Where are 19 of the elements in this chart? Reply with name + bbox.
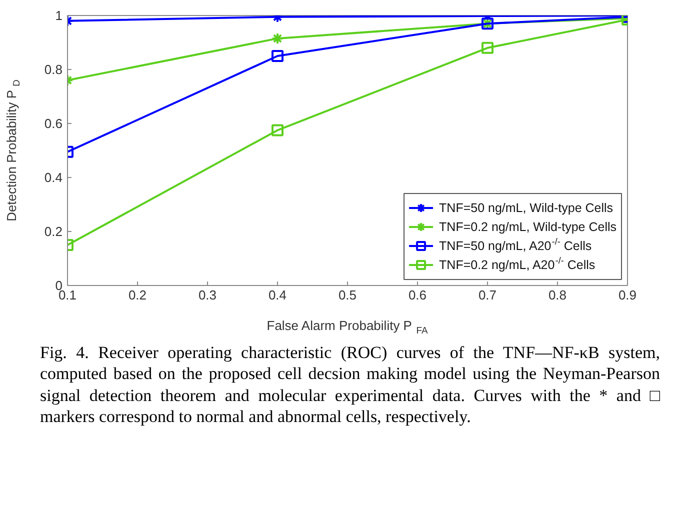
x-tick-label: 0.2: [128, 288, 147, 302]
x-tick-label: 0.3: [198, 288, 217, 302]
legend-label: TNF=50 ng/mL, Wild-type Cells: [439, 201, 614, 215]
x-tick-label: 0.6: [408, 288, 427, 302]
y-tick-label: 0.2: [44, 224, 63, 239]
x-tick-label: 0.4: [268, 288, 287, 302]
y-tick-label: 0.4: [44, 170, 63, 185]
y-tick-label: 0.6: [44, 116, 63, 131]
x-tick-label: 0.7: [478, 288, 497, 302]
caption: Fig. 4. Receiver operating characteristic (ROC) curves of the TNF—NF-κB system, computed based on the proposed cell decsion making model using the Neyman-Pearson signal detection theorem and molecular experimental data. Curves with the * and □ markers correspond to normal and abnormal cells, respectively.: [40, 342, 660, 427]
y-tick-label: 0.8: [44, 62, 63, 77]
x-tick-label: 0.8: [548, 288, 567, 302]
legend-label: TNF=50 ng/mL, A20-/- Cells: [439, 236, 592, 253]
x-tick-label: 0.5: [338, 288, 357, 302]
y-tick-label: 1: [55, 8, 63, 23]
legend-label: TNF=0.2 ng/mL, Wild-type Cells: [439, 220, 617, 234]
x-tick-label: 0.9: [618, 288, 637, 302]
y-axis-title: Detection Probability PD: [4, 79, 22, 222]
legend-label: TNF=0.2 ng/mL, A20-/- Cells: [439, 256, 596, 272]
